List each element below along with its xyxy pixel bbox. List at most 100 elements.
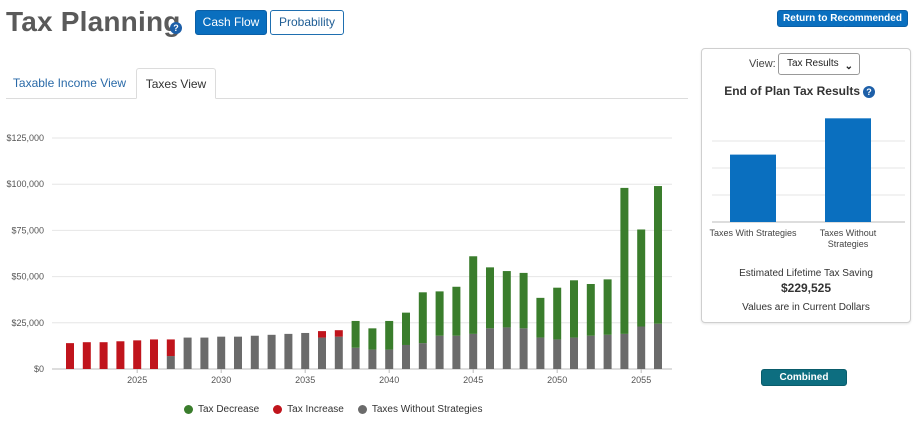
taxes-without-strategies-bar[interactable]: [250, 335, 259, 369]
return-to-recommended-button[interactable]: Return to Recommended ⤴: [777, 10, 908, 39]
probability-button[interactable]: Probability: [270, 10, 344, 35]
view-label: View:: [749, 58, 776, 70]
taxes-without-strategies-bar[interactable]: [502, 327, 511, 369]
title-help-icon[interactable]: ?: [170, 22, 182, 34]
taxes-without-strategies-bar[interactable]: [486, 328, 494, 369]
tax-increase-bar[interactable]: [133, 340, 142, 369]
taxes-without-strategies-bar[interactable]: [586, 335, 595, 369]
x-tick-label: 2045: [463, 375, 483, 385]
legend-taxes-without-strategies-label: Taxes Without Strategies: [371, 404, 483, 415]
x-tick-label: 2030: [211, 375, 231, 385]
taxes-without-strategies-bar[interactable]: [334, 336, 343, 369]
tax-decrease-bar[interactable]: [637, 229, 646, 327]
taxes-without-strategies-bar[interactable]: [183, 337, 192, 369]
tax-decrease-bar[interactable]: [385, 320, 394, 350]
taxes-without-strategies-bar[interactable]: [166, 356, 175, 369]
saving-label: Estimated Lifetime Tax Saving: [739, 268, 873, 279]
tax-decrease-bar[interactable]: [435, 291, 444, 336]
taxes-without-strategies-bar[interactable]: [284, 333, 293, 369]
taxes-without-strategies-bar[interactable]: [603, 334, 612, 369]
end-of-plan-bar-chart: Taxes With Strategies Taxes Without Strate…: [709, 118, 905, 249]
tax-increase-bar[interactable]: [334, 330, 343, 337]
taxes-bar-chart: $0 $25,000 $50,000 $75,000 $100,000 $125,000 2…: [6, 133, 672, 385]
tax-increase-bar[interactable]: [82, 342, 91, 369]
taxes-without-strategies-bar[interactable]: [654, 323, 662, 369]
taxes-without-strategies-bar[interactable]: [637, 326, 646, 369]
tax-decrease-bar[interactable]: [486, 267, 494, 329]
taxes-without-strategies-bar[interactable]: [200, 337, 209, 369]
taxes-without-strategies-bar[interactable]: [301, 332, 310, 369]
tax-decrease-dot-icon: [184, 405, 193, 414]
tax-decrease-bar[interactable]: [586, 283, 595, 336]
tax-decrease-bar[interactable]: [402, 312, 410, 345]
mini-bar-label: Taxes Without Strategies: [820, 228, 877, 249]
taxes-without-strategies-bar[interactable]: [620, 333, 629, 369]
tab-taxable-income-view[interactable]: Taxable Income View: [12, 76, 127, 90]
taxes-without-strategies-bar[interactable]: [570, 337, 578, 369]
combined-details-button[interactable]: Combined Details: [761, 369, 847, 398]
taxes-without-strategies-bar[interactable]: [385, 349, 394, 369]
taxes-without-strategies-bar[interactable]: [519, 328, 528, 369]
tax-increase-bar[interactable]: [66, 343, 74, 369]
taxes-without-strategies-bar[interactable]: [435, 335, 444, 369]
tax-increase-bar[interactable]: [150, 339, 158, 369]
current-dollars-note: Values are in Current Dollars: [742, 302, 870, 313]
with-strategies-bar[interactable]: [730, 154, 776, 222]
tab-taxes-view[interactable]: Taxes View: [136, 68, 216, 99]
panel-title: End of Plan Tax Results: [724, 84, 860, 98]
y-tick-label: $100,000: [6, 179, 44, 189]
legend-tax-increase[interactable]: Tax Increase: [273, 404, 344, 415]
taxes-without-strategies-bar[interactable]: [402, 344, 410, 369]
taxes-without-strategies-bar[interactable]: [469, 333, 478, 369]
y-tick-label: $125,000: [6, 133, 44, 143]
saving-value: $229,525: [780, 281, 832, 295]
x-tick-label: 2055: [631, 375, 651, 385]
taxes-without-strategies-bar[interactable]: [536, 337, 545, 369]
return-to-recommended-label: Return to Recommended: [783, 13, 902, 24]
tax-increase-bar[interactable]: [318, 331, 326, 338]
legend-tax-decrease-label: Tax Decrease: [198, 404, 260, 415]
return-arrow-icon: ⤴: [837, 28, 848, 39]
x-tick-label: 2035: [295, 375, 315, 385]
tax-increase-dot-icon: [273, 405, 283, 414]
view-select[interactable]: Tax Results ⌄: [778, 53, 860, 75]
taxes-without-strategies-bar[interactable]: [553, 339, 562, 369]
taxes-without-strategies-bar[interactable]: [217, 336, 226, 369]
legend-tax-decrease[interactable]: Tax Decrease: [184, 404, 259, 415]
y-tick-label: $50,000: [11, 272, 44, 282]
tax-decrease-bar[interactable]: [418, 292, 427, 344]
tax-decrease-bar[interactable]: [654, 186, 662, 324]
tax-decrease-bar[interactable]: [603, 279, 612, 335]
y-tick-label: $0: [34, 364, 44, 374]
tax-decrease-bar[interactable]: [519, 272, 528, 329]
tax-decrease-bar[interactable]: [351, 320, 360, 348]
taxes-without-strategies-bar[interactable]: [234, 336, 242, 369]
tax-results-panel: View: Tax Results ⌄ End of Plan Tax Resu…: [701, 48, 911, 323]
tax-decrease-bar[interactable]: [452, 286, 461, 336]
tax-decrease-bar[interactable]: [536, 297, 545, 338]
tax-increase-bar[interactable]: [166, 339, 175, 357]
taxes-without-strategies-bar[interactable]: [452, 335, 461, 369]
taxes-without-strategies-bar[interactable]: [267, 334, 276, 369]
taxes-without-strategies-bar[interactable]: [318, 337, 326, 369]
tax-increase-bar[interactable]: [99, 342, 108, 369]
without-strategies-bar[interactable]: [825, 118, 871, 222]
tax-decrease-bar[interactable]: [553, 287, 562, 340]
legend-taxes-without-strategies[interactable]: Taxes Without Strategies: [357, 404, 483, 415]
tax-increase-bar[interactable]: [116, 341, 125, 369]
y-tick-label: $25,000: [11, 318, 44, 328]
tax-decrease-bar[interactable]: [620, 187, 629, 334]
panel-help-icon[interactable]: ?: [863, 86, 875, 98]
taxes-without-strategies-bar[interactable]: [368, 349, 377, 369]
x-tick-label: 2050: [547, 375, 567, 385]
tax-decrease-bar[interactable]: [502, 271, 511, 328]
page-title: Tax Planning: [6, 6, 181, 37]
taxes-without-strategies-bar[interactable]: [418, 343, 427, 369]
tax-decrease-bar[interactable]: [469, 256, 478, 334]
mini-bar-label: Taxes With Strategies: [709, 228, 797, 238]
taxes-without-strategies-bar[interactable]: [351, 347, 360, 369]
cash-flow-button[interactable]: Cash Flow: [195, 10, 267, 35]
tax-decrease-bar[interactable]: [368, 328, 377, 350]
tax-decrease-bar[interactable]: [570, 280, 578, 338]
